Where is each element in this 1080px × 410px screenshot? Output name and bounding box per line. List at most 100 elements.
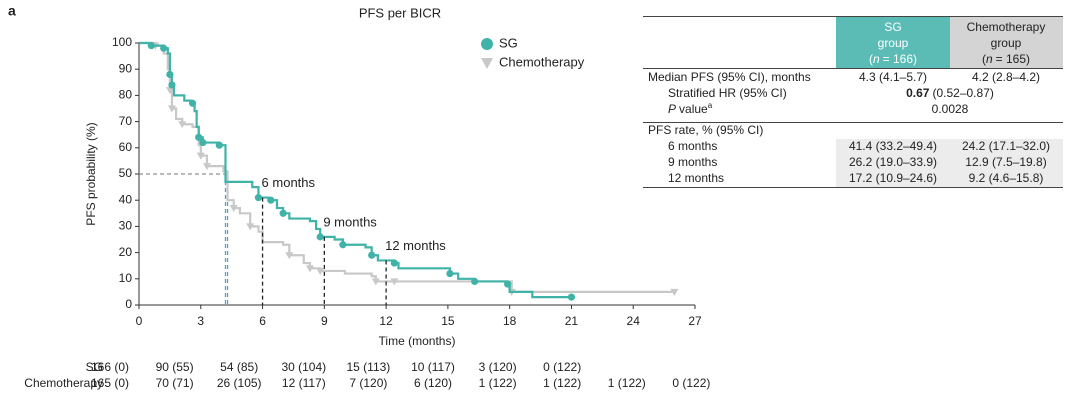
km-curve <box>139 41 675 293</box>
x-tick-label: 12 <box>379 314 393 328</box>
cell: 4.2 (2.8–4.2) <box>972 70 1040 84</box>
censor-mark <box>390 278 399 286</box>
t: ( <box>982 52 986 66</box>
censor-mark <box>390 259 398 267</box>
t: (0.52–0.87) <box>932 86 993 100</box>
censor-mark <box>316 233 324 241</box>
censor-mark <box>167 105 176 113</box>
landmark-label: 9 months <box>323 214 377 229</box>
risk-value: 70 (71) <box>156 376 194 390</box>
censor-mark <box>267 196 275 204</box>
row-label: 12 months <box>668 171 724 185</box>
header: group <box>878 36 909 50</box>
risk-value: 3 (120) <box>479 360 517 374</box>
censor-mark <box>285 252 294 260</box>
y-tick-label: 60 <box>119 140 133 154</box>
y-tick-label: 100 <box>112 35 132 49</box>
y-tick-label: 10 <box>119 271 133 285</box>
y-tick-label: 0 <box>125 297 132 311</box>
censor-mark <box>567 293 576 301</box>
censor-mark <box>195 133 203 141</box>
header: SG <box>884 20 901 34</box>
censor-mark <box>305 265 314 273</box>
row-label: 6 months <box>668 139 717 153</box>
censor-mark <box>147 42 155 50</box>
cell: 17.2 (10.9–24.6) <box>849 171 937 185</box>
header: group <box>991 36 1022 50</box>
censor-mark <box>168 81 176 89</box>
x-tick-label: 18 <box>503 314 517 328</box>
censor-mark <box>229 205 238 213</box>
risk-value: 0 (122) <box>672 376 710 390</box>
cell: 0.0028 <box>932 102 969 116</box>
rate-bg <box>836 139 1063 187</box>
t: a <box>708 101 713 110</box>
censor-mark <box>471 277 479 286</box>
risk-value: 1 (122) <box>608 376 646 390</box>
sg-header-bg <box>836 17 950 68</box>
x-tick-label: 15 <box>441 314 455 328</box>
header: Chemotherapy <box>967 20 1046 34</box>
censor-mark <box>670 288 679 296</box>
risk-value: 0 (122) <box>543 360 581 374</box>
risk-value: 26 (105) <box>217 376 262 390</box>
censor-mark <box>504 280 512 288</box>
censor-mark <box>199 138 207 147</box>
risk-value: 90 (55) <box>156 360 194 374</box>
censor-mark <box>165 87 174 95</box>
risk-row-name: Chemotherapy <box>24 376 103 390</box>
cell: 24.2 (17.1–32.0) <box>962 139 1050 153</box>
t: P <box>668 102 676 116</box>
risk-value: 1 (122) <box>479 376 517 390</box>
y-axis-label: PFS probability (%) <box>84 122 98 225</box>
legend-marker <box>481 38 493 50</box>
x-tick-label: 24 <box>627 314 641 328</box>
x-tick-label: 0 <box>136 314 143 328</box>
legend-label: Chemotherapy <box>499 54 585 69</box>
censor-mark <box>160 44 168 52</box>
x-tick-label: 3 <box>197 314 204 328</box>
risk-value: 7 (120) <box>349 376 387 390</box>
row-label: PFS rate, % (95% CI) <box>648 123 763 137</box>
censor-mark <box>368 251 376 259</box>
landmark-label: 12 months <box>385 238 446 253</box>
risk-value: 12 (117) <box>282 376 326 390</box>
risk-value: 6 (120) <box>414 376 452 390</box>
censor-mark <box>246 223 255 231</box>
t: 0.67 <box>906 86 930 100</box>
censor-mark <box>339 241 347 249</box>
summary-table: SG group (n = 166) Chemotherapy group (n =… <box>643 16 1063 188</box>
row-label: 9 months <box>668 155 717 169</box>
header-n: (n = 165) <box>982 52 1030 66</box>
censor-mark <box>188 99 197 107</box>
landmark-label: 6 months <box>262 175 316 190</box>
chart-title: PFS per BICR <box>359 5 441 20</box>
y-tick-label: 80 <box>119 88 133 102</box>
cell: 12.9 (7.5–19.8) <box>965 155 1046 169</box>
row-label: Median PFS (95% CI), months <box>648 70 811 84</box>
censor-mark <box>446 269 454 278</box>
x-tick-label: 9 <box>321 314 328 328</box>
risk-value: 166 (0) <box>91 360 129 374</box>
legend-marker <box>481 58 493 69</box>
cell: 26.2 (19.0–33.9) <box>849 155 937 169</box>
x-tick-label: 21 <box>565 314 579 328</box>
censor-mark <box>254 193 263 202</box>
y-tick-label: 30 <box>119 219 133 233</box>
cell: 41.4 (33.2–49.4) <box>849 139 937 153</box>
panel-label: a <box>8 3 16 19</box>
y-tick-label: 90 <box>119 61 133 75</box>
x-tick-label: 6 <box>259 314 266 328</box>
censor-mark <box>279 209 287 217</box>
chemo-header-bg <box>950 17 1063 68</box>
t: value <box>679 102 708 116</box>
censor-mark <box>166 70 174 79</box>
censor-mark <box>196 152 205 160</box>
risk-value: 165 (0) <box>91 376 129 390</box>
t: ( <box>869 52 873 66</box>
t: n <box>986 52 993 66</box>
risk-value: 30 (104) <box>281 360 326 374</box>
